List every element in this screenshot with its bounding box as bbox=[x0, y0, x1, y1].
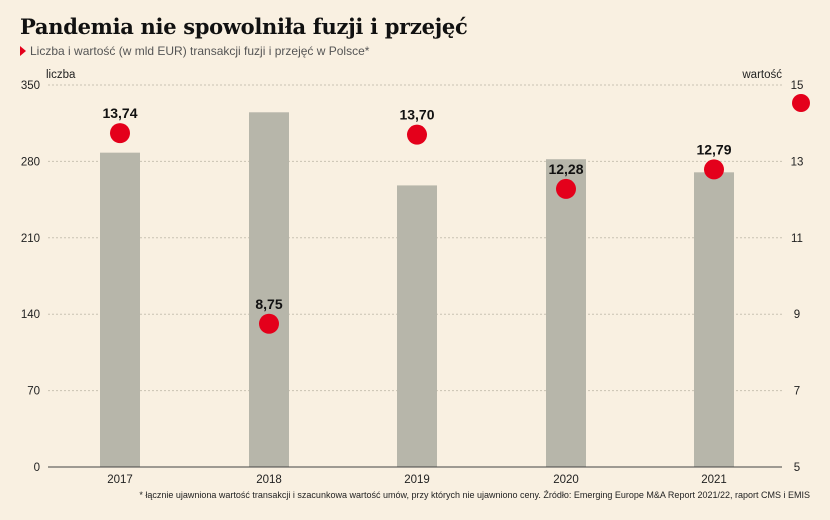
bar bbox=[694, 172, 734, 468]
x-tick-label: 2019 bbox=[404, 474, 430, 486]
value-label: 12,79 bbox=[696, 141, 731, 157]
x-tick-label: 2017 bbox=[107, 474, 133, 486]
value-dot bbox=[259, 313, 279, 334]
value-dot bbox=[110, 123, 130, 144]
y-right-tick-label: 11 bbox=[791, 233, 803, 245]
y-right-tick-label: 9 bbox=[794, 309, 800, 321]
y-left-tick-label: 0 bbox=[34, 462, 40, 474]
chart-title: Pandemia nie spowolniła fuzji i przejęć bbox=[20, 14, 468, 39]
y-left-tick-label: 280 bbox=[21, 156, 40, 168]
bar bbox=[546, 159, 586, 467]
y-right-tick-label: 5 bbox=[794, 462, 800, 474]
axes: 0 70 140 210 280 350 5 7 9 11 13 15 liczba wartość 201… bbox=[21, 69, 810, 486]
x-tick-label: 2018 bbox=[256, 474, 282, 486]
value-label: 12,28 bbox=[548, 161, 583, 177]
y-right-tick-label: 15 bbox=[791, 80, 804, 92]
footnote: * łącznie ujawniona wartość transakcji i… bbox=[139, 490, 810, 500]
subtitle-text: Liczba i wartość (w mld EUR) transakcji … bbox=[30, 44, 370, 58]
x-tick-label: 2021 bbox=[701, 474, 727, 486]
chart-subtitle: Liczba i wartość (w mld EUR) transakcji … bbox=[20, 44, 369, 58]
y-left-tick-label: 70 bbox=[27, 386, 40, 398]
value-label: 13,74 bbox=[102, 105, 137, 121]
y-right-axis-title: wartość bbox=[741, 69, 782, 81]
bar bbox=[249, 112, 289, 468]
bar bbox=[397, 185, 437, 467]
x-tick-label: 2020 bbox=[553, 474, 579, 486]
y-right-tick-label: 13 bbox=[791, 156, 804, 168]
bar bbox=[100, 152, 140, 467]
dots: 13,74 8,75 13,70 12,28 12,79 bbox=[102, 105, 732, 334]
y-left-tick-label: 210 bbox=[21, 233, 40, 245]
y-right-tick-label: 7 bbox=[794, 386, 800, 398]
value-dot bbox=[556, 178, 576, 199]
value-dot bbox=[704, 159, 724, 180]
y-left-tick-label: 350 bbox=[21, 80, 40, 92]
bars bbox=[100, 112, 734, 468]
value-dot bbox=[407, 124, 427, 145]
right-axis-dot-marker bbox=[792, 94, 810, 112]
value-label: 8,75 bbox=[255, 296, 282, 312]
y-left-tick-label: 140 bbox=[21, 309, 40, 321]
y-left-axis-title: liczba bbox=[46, 69, 76, 81]
triangle-marker-icon bbox=[20, 46, 26, 56]
value-label: 13,70 bbox=[399, 107, 434, 123]
